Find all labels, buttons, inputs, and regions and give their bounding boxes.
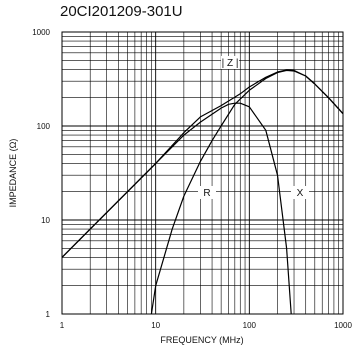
- curve-label: X: [297, 188, 304, 199]
- curve-label-bg: [221, 56, 239, 69]
- y-tick-label: 1000: [32, 28, 50, 37]
- y-axis-label: IMPEDANCE (Ω): [8, 139, 18, 208]
- y-tick-label: 100: [37, 122, 51, 131]
- chart-title: 20CI201209-301U: [60, 3, 183, 20]
- curve-label-bg: [198, 186, 216, 199]
- curve-label-bg: [291, 186, 309, 199]
- plot-frame: [61, 31, 344, 315]
- r-curve: [150, 69, 344, 315]
- x-tick-label: 1: [60, 321, 65, 330]
- curve-labels: | Z | R X: [198, 56, 309, 199]
- x-curve: [61, 102, 292, 315]
- y-tick-label: 10: [41, 216, 50, 225]
- x-tick-label: 1000: [334, 321, 352, 330]
- x-tick-label: 10: [151, 321, 160, 330]
- curves: [61, 69, 344, 315]
- curve-label: | Z |: [222, 58, 239, 69]
- gridlines: [62, 32, 343, 314]
- curve-label: R: [203, 188, 210, 199]
- y-tick-label: 1: [46, 310, 51, 319]
- x-axis-label: FREQUENCY (MHz): [160, 335, 243, 345]
- tick-labels: 1 10 100 1000 1 10 100 1000: [32, 28, 352, 330]
- x-tick-label: 100: [243, 321, 257, 330]
